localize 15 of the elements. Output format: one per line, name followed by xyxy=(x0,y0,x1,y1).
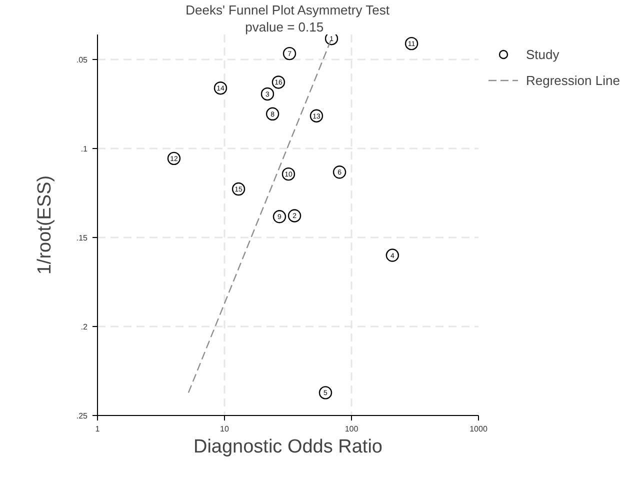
chart-title: Deeks' Funnel Plot Asymmetry Test xyxy=(186,2,390,18)
y-tick-label: .05 xyxy=(76,55,88,64)
y-axis-title: 1/root(ESS) xyxy=(34,175,56,275)
x-tick-label: 1 xyxy=(95,424,100,434)
chart-subtitle: pvalue = 0.15 xyxy=(245,20,324,34)
y-tick-label: .25 xyxy=(76,412,88,420)
y-tick-label: .2 xyxy=(80,322,88,332)
y-tick-label: .1 xyxy=(80,144,88,154)
x-axis-title: Diagnostic Odds Ratio xyxy=(193,436,383,458)
x-tick-label: 100 xyxy=(344,424,359,434)
x-tick-label: 1000 xyxy=(470,424,488,434)
legend-label: Regression Line xyxy=(526,72,620,88)
legend-label: Study xyxy=(526,46,560,62)
x-tick-label: 10 xyxy=(220,424,230,434)
y-tick-label: .15 xyxy=(76,233,88,242)
